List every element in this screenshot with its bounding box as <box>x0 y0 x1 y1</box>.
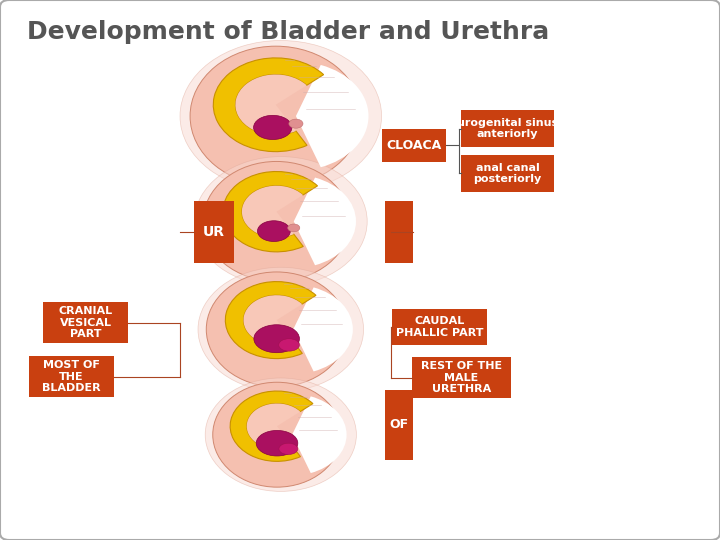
Wedge shape <box>235 75 307 135</box>
Wedge shape <box>180 40 382 192</box>
Ellipse shape <box>253 116 292 139</box>
Wedge shape <box>243 295 302 345</box>
FancyBboxPatch shape <box>461 110 554 147</box>
Wedge shape <box>198 267 364 392</box>
Wedge shape <box>213 58 323 152</box>
FancyBboxPatch shape <box>194 201 234 263</box>
Wedge shape <box>242 186 303 238</box>
Wedge shape <box>247 403 300 449</box>
Ellipse shape <box>279 443 298 455</box>
Ellipse shape <box>289 119 303 128</box>
Ellipse shape <box>258 221 290 241</box>
Ellipse shape <box>288 224 300 232</box>
Wedge shape <box>294 178 356 265</box>
Text: urogenital sinus
anteriorly: urogenital sinus anteriorly <box>457 118 558 139</box>
Ellipse shape <box>213 382 341 487</box>
FancyBboxPatch shape <box>385 390 413 460</box>
Text: MOST OF
THE
BLADDER: MOST OF THE BLADDER <box>42 360 101 393</box>
Ellipse shape <box>190 46 361 186</box>
FancyBboxPatch shape <box>461 155 554 192</box>
Ellipse shape <box>254 325 300 353</box>
Wedge shape <box>230 391 313 461</box>
Ellipse shape <box>279 339 300 351</box>
Text: CLOACA: CLOACA <box>387 139 441 152</box>
FancyBboxPatch shape <box>412 357 511 398</box>
Wedge shape <box>293 287 353 372</box>
Wedge shape <box>292 396 346 473</box>
FancyBboxPatch shape <box>382 129 446 162</box>
Text: UR: UR <box>203 225 225 239</box>
FancyBboxPatch shape <box>43 302 128 343</box>
Wedge shape <box>296 65 369 167</box>
Ellipse shape <box>203 161 350 281</box>
Text: Development of Bladder and Urethra: Development of Bladder and Urethra <box>27 21 549 44</box>
Text: CRANIAL
VESICAL
PART: CRANIAL VESICAL PART <box>58 306 113 339</box>
Wedge shape <box>205 378 356 491</box>
FancyBboxPatch shape <box>385 201 413 263</box>
FancyBboxPatch shape <box>29 356 114 397</box>
Text: OF: OF <box>390 418 408 431</box>
Text: CAUDAL
PHALLIC PART: CAUDAL PHALLIC PART <box>396 316 484 338</box>
FancyBboxPatch shape <box>392 309 487 345</box>
Text: REST OF THE
MALE
URETHRA: REST OF THE MALE URETHRA <box>421 361 502 394</box>
Wedge shape <box>194 157 367 286</box>
Wedge shape <box>225 281 316 359</box>
Ellipse shape <box>207 272 347 387</box>
Wedge shape <box>223 172 318 252</box>
Text: anal canal
posteriorly: anal canal posteriorly <box>474 163 541 184</box>
Ellipse shape <box>256 430 298 456</box>
